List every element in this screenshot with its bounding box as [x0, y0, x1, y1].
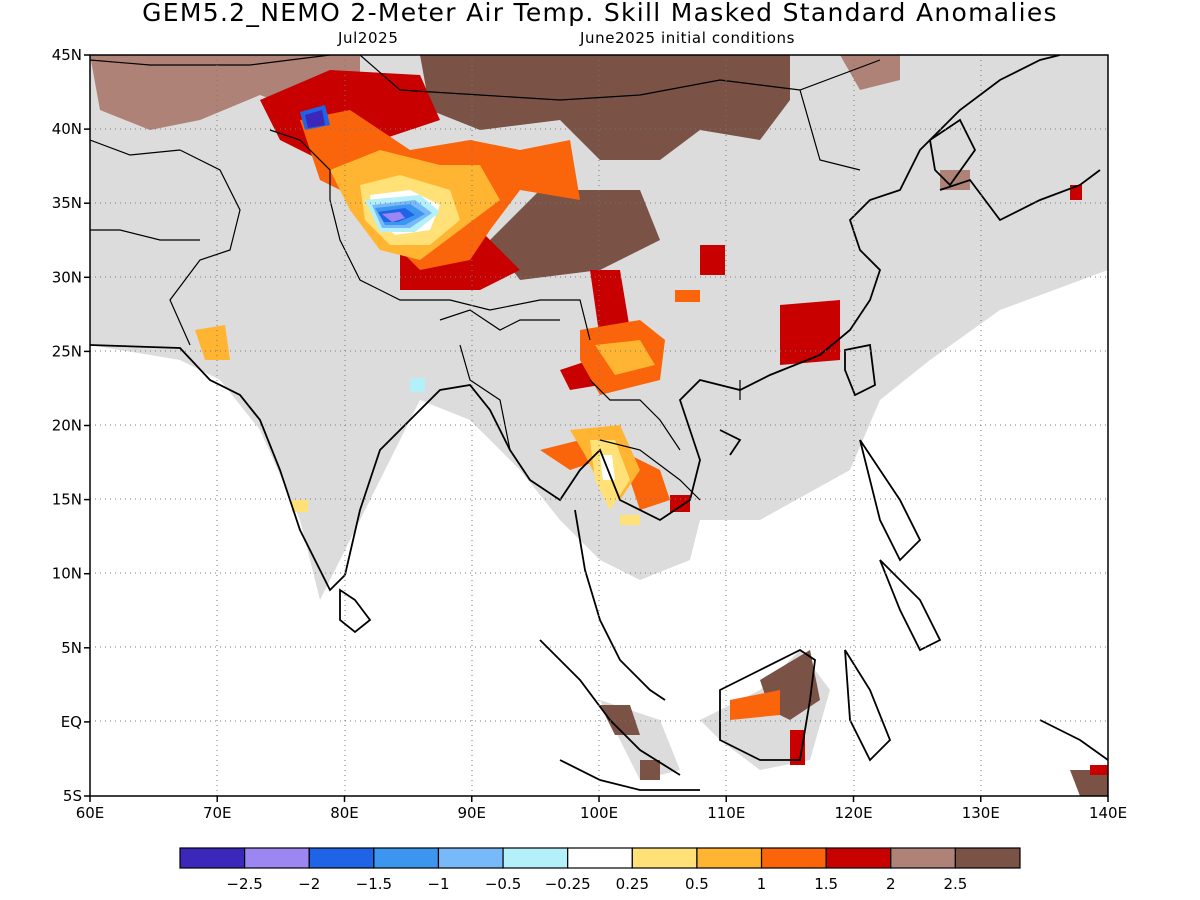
anomaly-above-2	[90, 55, 1108, 796]
colorbar-label: 1.5	[814, 875, 838, 893]
lon-tick-label: 140E	[1089, 804, 1127, 822]
colorbar-label: 0.5	[685, 875, 709, 893]
map-title: GEM5.2_NEMO 2-Meter Air Temp. Skill Mask…	[142, 0, 1058, 27]
anomaly-minus-2p5	[305, 110, 325, 128]
colorbar-swatch	[179, 847, 246, 869]
colorbar-swatch	[502, 847, 569, 869]
lon-tick-label: 70E	[203, 804, 232, 822]
forecast-month: Jul2025	[338, 29, 399, 47]
lat-tick-label: 20N	[52, 417, 82, 435]
colorbar-label: −2	[298, 875, 320, 893]
anomaly-minus-2	[382, 212, 405, 222]
colorbar-label: −0.25	[545, 875, 591, 893]
colorbar-label: −1	[427, 875, 449, 893]
graticule	[90, 55, 1108, 796]
lat-tick-label: EQ	[61, 713, 82, 731]
lon-tick-label: 100E	[580, 804, 618, 822]
lon-tick-label: 130E	[962, 804, 1000, 822]
lat-tick-label: 35N	[52, 194, 82, 212]
lat-tick-label: 40N	[52, 120, 82, 138]
lat-tick-label: 30N	[52, 268, 82, 286]
lon-tick-label: 110E	[707, 804, 745, 822]
colorbar-label: −0.5	[485, 875, 521, 893]
lon-tick-label: 90E	[457, 804, 486, 822]
colorbar-swatch	[567, 847, 633, 869]
anomaly-field	[90, 55, 1108, 796]
colorbar-swatch	[890, 847, 956, 869]
lat-tick-label: 5S	[63, 787, 82, 805]
colorbar-label: −1.5	[356, 875, 392, 893]
colorbar-swatch	[308, 847, 375, 869]
colorbar: −2.5 −2 −1.5 −1 −0.5 −0.25 0.25 0.5 1 1.5 2 2.5	[179, 847, 1021, 893]
lat-tick-label: 45N	[52, 46, 82, 64]
colorbar-swatch	[631, 847, 698, 869]
lat-tick-label: 25N	[52, 342, 82, 360]
lat-tick-label: 15N	[52, 491, 82, 509]
axis-ticks: 60E 70E 80E 90E 100E 110E 120E 130E 140E 45N 40N 35…	[52, 46, 1127, 822]
lon-tick-label: 120E	[834, 804, 872, 822]
colorbar-swatch	[954, 847, 1021, 869]
colorbar-swatch	[244, 847, 310, 869]
colorbar-swatch	[437, 847, 504, 869]
colorbar-swatch	[760, 847, 827, 869]
colorbar-label: 0.25	[616, 875, 649, 893]
colorbar-swatch	[373, 847, 440, 869]
lon-tick-label: 60E	[76, 804, 105, 822]
lon-tick-label: 80E	[330, 804, 359, 822]
colorbar-swatch	[696, 847, 763, 869]
colorbar-swatch	[825, 847, 892, 869]
coastlines	[90, 55, 1108, 791]
colorbar-label: 1	[757, 875, 767, 893]
lat-tick-label: 10N	[52, 565, 82, 583]
colorbar-label: 2	[886, 875, 896, 893]
initial-conditions: June2025 initial conditions	[580, 29, 795, 47]
colorbar-label: 2.5	[943, 875, 967, 893]
colorbar-label: −2.5	[226, 875, 262, 893]
lat-tick-label: 5N	[61, 639, 82, 657]
